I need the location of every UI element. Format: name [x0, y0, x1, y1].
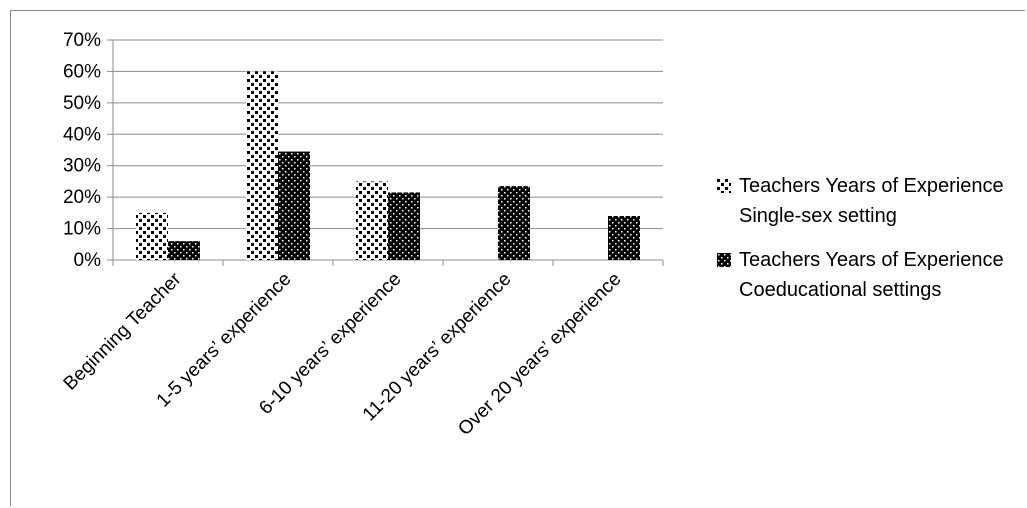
bar-coeducational	[608, 216, 640, 260]
y-tick-label: 50%	[63, 93, 101, 114]
y-axis-tick-labels: 0% 10% 20% 30% 40% 50% 60% 70%	[63, 30, 101, 271]
legend: Teachers Years of Experience Single-sex …	[717, 171, 1027, 319]
chart-frame: 0% 10% 20% 30% 40% 50% 60% 70% Beginning Teache…	[10, 10, 1025, 506]
legend-label-coeducational: Teachers Years of Experience Coeducation…	[739, 249, 1004, 301]
bar-single-sex	[136, 212, 168, 260]
y-tick-label: 40%	[63, 124, 101, 145]
bar-coeducational	[388, 192, 420, 260]
bar-chart: 0% 10% 20% 30% 40% 50% 60% 70% Beginning Teache…	[60, 30, 664, 440]
legend-label-single-sex: Teachers Years of Experience Single-sex …	[739, 175, 1004, 227]
bar-single-sex	[356, 181, 388, 260]
legend-item-single-sex: Teachers Years of Experience Single-sex …	[717, 171, 1027, 231]
y-tick-label: 0%	[74, 250, 102, 271]
y-tick-label: 60%	[63, 61, 101, 82]
legend-item-coeducational: Teachers Years of Experience Coeducation…	[717, 245, 1027, 305]
y-tick-label: 30%	[63, 156, 101, 177]
y-tick-label: 70%	[63, 30, 101, 51]
y-tick-label: 20%	[63, 187, 101, 208]
legend-swatch-single-sex	[717, 179, 731, 193]
bar-coeducational	[168, 241, 200, 260]
bar-coeducational	[278, 151, 310, 260]
bar-single-sex	[246, 71, 278, 260]
bar-coeducational	[498, 186, 530, 260]
x-tick-label: Beginning Teacher	[60, 268, 186, 394]
bars	[136, 71, 640, 260]
y-tick-label: 10%	[63, 219, 101, 240]
legend-swatch-coeducational	[717, 253, 731, 267]
